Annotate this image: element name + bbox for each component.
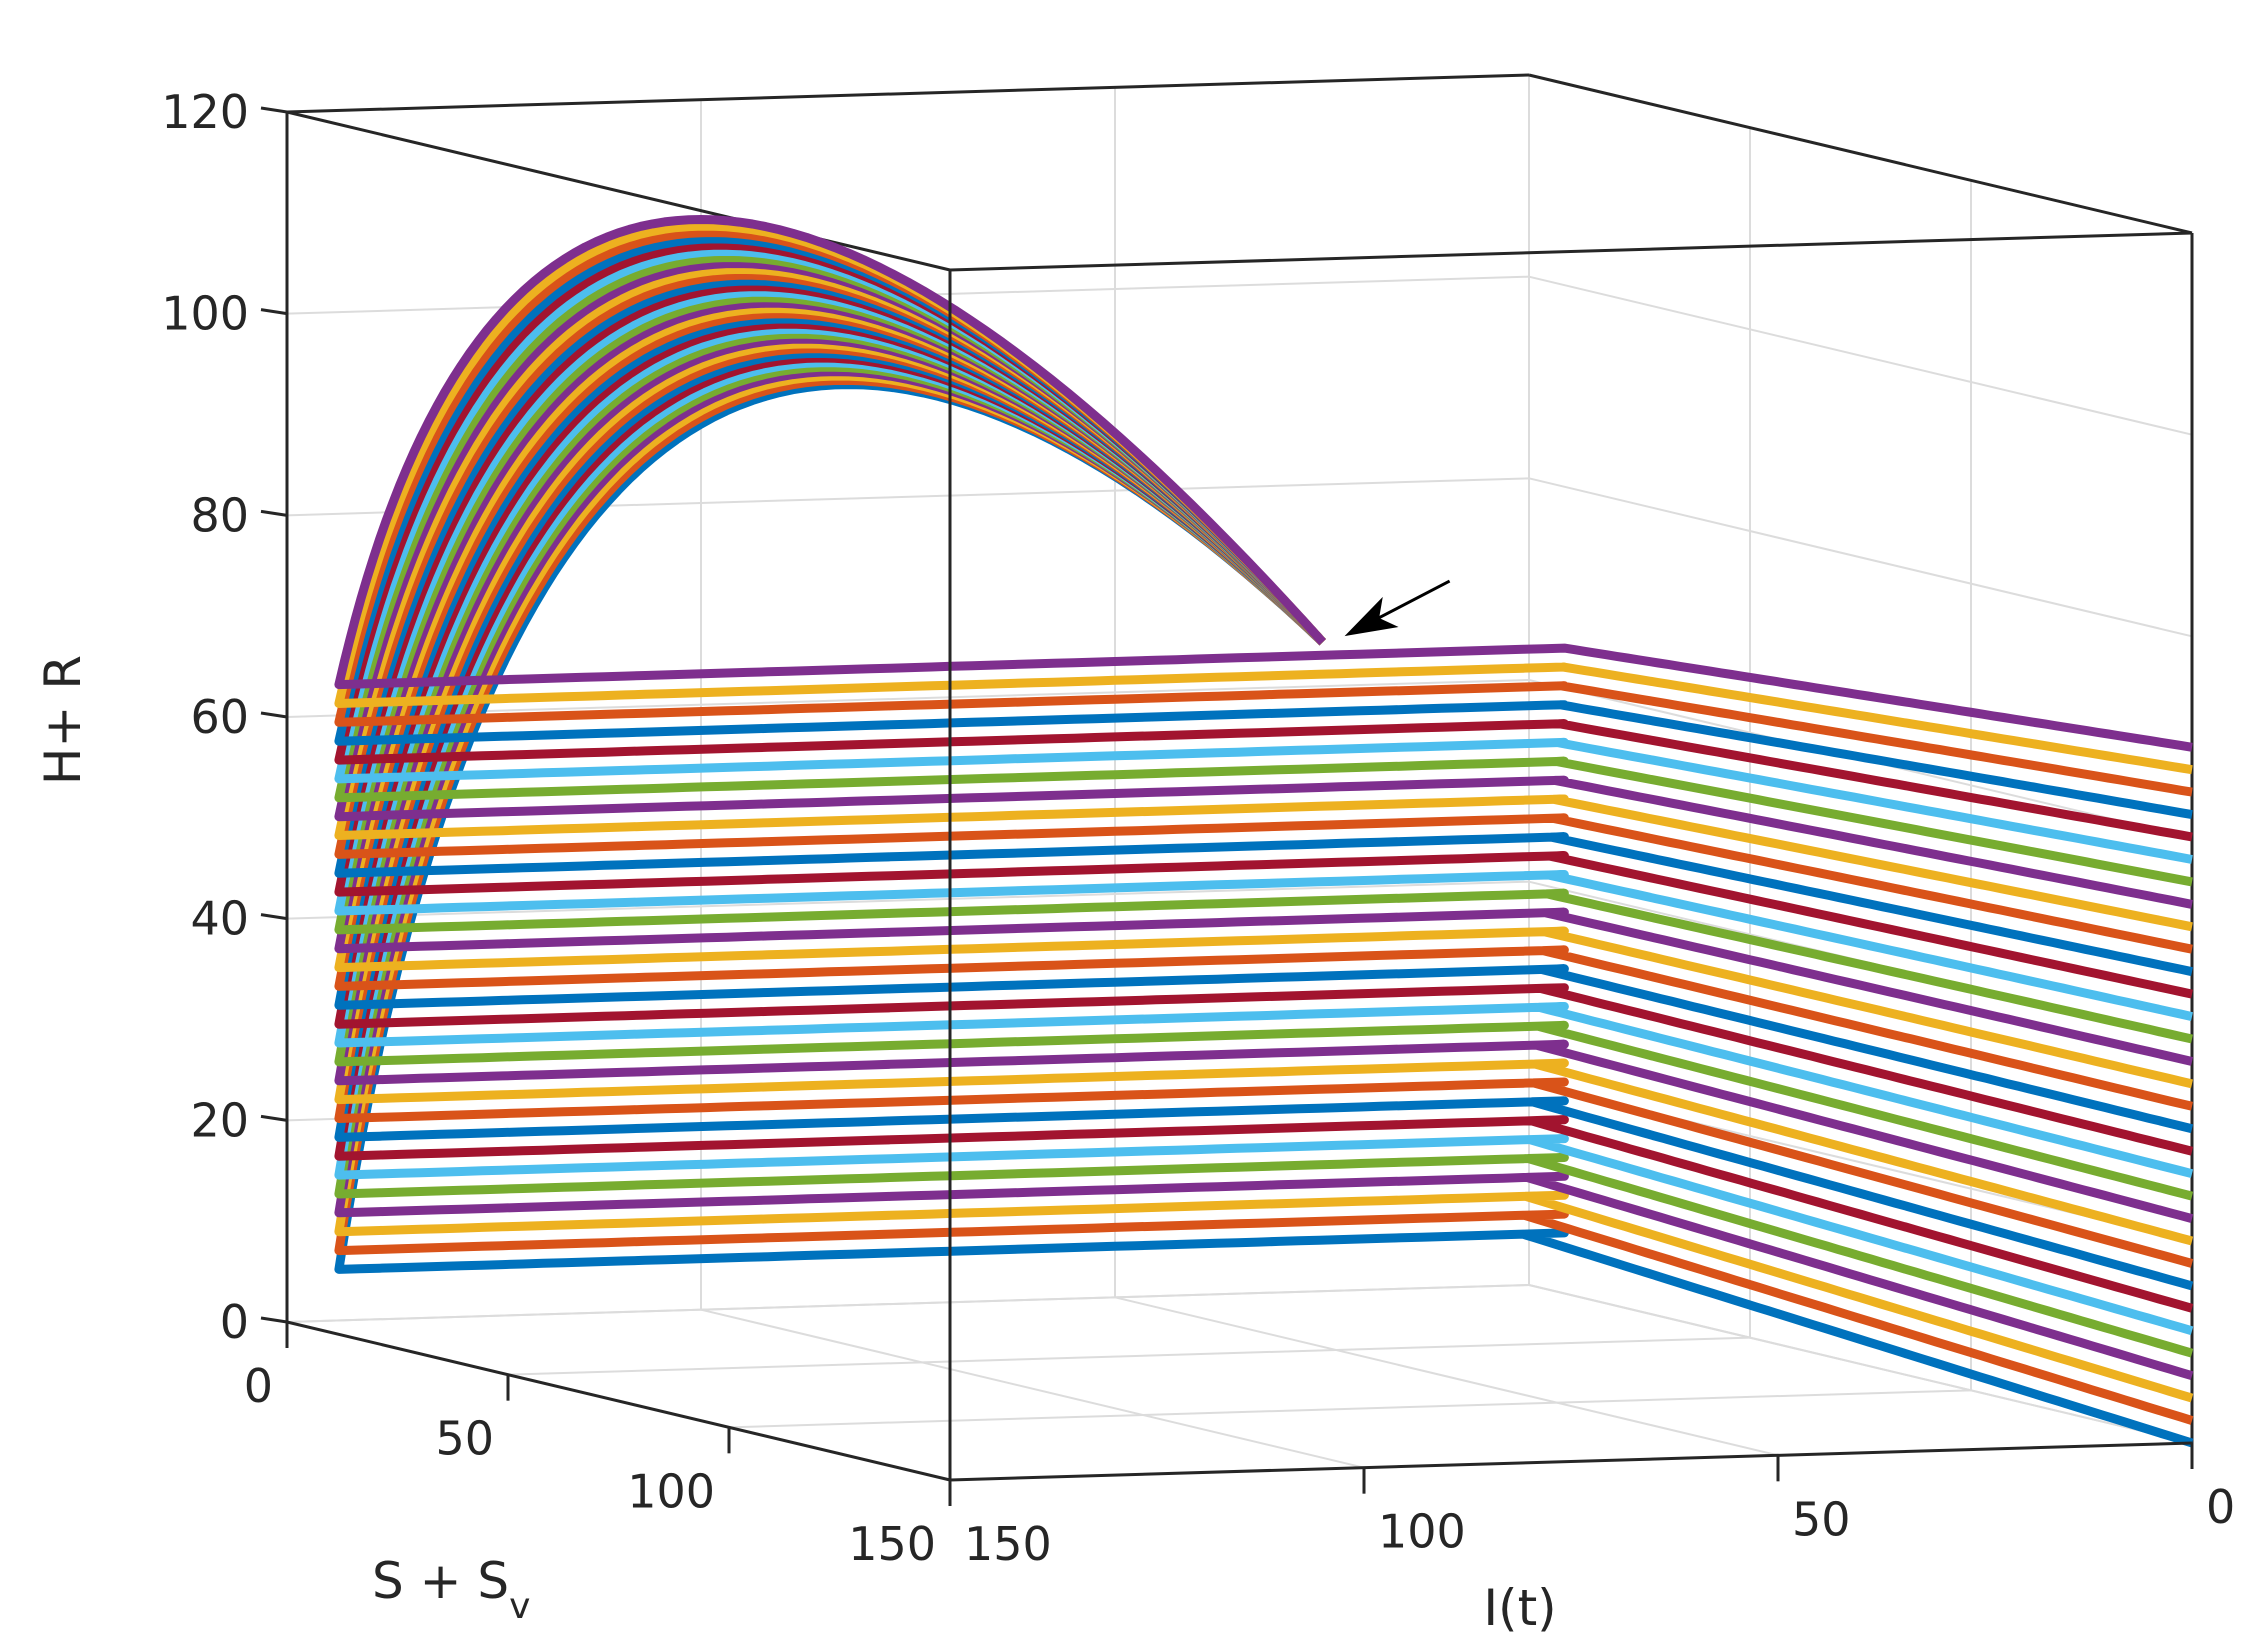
series-line xyxy=(334,221,2193,775)
series-line xyxy=(334,324,2194,1179)
y-tick-label: 0 xyxy=(2206,1480,2235,1534)
x-axis-label-main: S + S xyxy=(372,1552,509,1610)
series-line xyxy=(334,339,2194,1246)
series-line xyxy=(334,259,2193,909)
x-tick-label: 50 xyxy=(435,1412,494,1466)
box-edge xyxy=(1528,73,2193,235)
series-line xyxy=(334,293,2193,1044)
z-tick-label: 40 xyxy=(190,892,249,946)
series-line xyxy=(334,367,2194,1381)
grid-line xyxy=(286,679,1530,718)
y-axis-label: I(t) xyxy=(1483,1579,1556,1637)
x-axis-label: S + Sv xyxy=(372,1552,530,1627)
grid-line xyxy=(1114,1296,1779,1457)
series-line xyxy=(334,371,2194,1403)
series-line xyxy=(334,287,2193,1021)
grid-line xyxy=(728,1389,1972,1429)
series-line xyxy=(334,375,2194,1425)
series-group xyxy=(334,215,2194,1448)
series-line xyxy=(334,253,2193,887)
z-tick xyxy=(260,913,288,921)
grid-line xyxy=(286,1284,1530,1323)
series-line xyxy=(334,344,2194,1268)
axes-box-back xyxy=(286,73,2194,1443)
grid-lines xyxy=(286,74,2193,1481)
series-line xyxy=(334,348,2194,1291)
series-line xyxy=(334,334,2194,1223)
equilibrium-arrow xyxy=(1344,579,1451,637)
grid-line xyxy=(286,880,1530,920)
series-line xyxy=(334,362,2194,1358)
series-line xyxy=(334,309,2194,1111)
grid-line xyxy=(1528,477,2193,638)
box-edge xyxy=(286,110,951,272)
box-edge xyxy=(286,1320,951,1482)
grid-line xyxy=(507,1336,1751,1376)
z-tick-label: 20 xyxy=(190,1093,249,1147)
series-line xyxy=(334,246,2193,864)
grid-line xyxy=(1528,1284,2193,1444)
grid-line xyxy=(1528,275,2193,436)
series-line xyxy=(334,276,2193,977)
z-tick xyxy=(260,1114,288,1122)
z-tick-label: 120 xyxy=(161,85,249,139)
z-tick-label: 0 xyxy=(220,1295,249,1349)
box-edge xyxy=(949,231,2193,272)
series-line xyxy=(334,240,2193,842)
z-tick xyxy=(260,711,288,719)
series-line xyxy=(334,304,2194,1089)
series-line xyxy=(334,358,2194,1336)
series-line xyxy=(334,319,2194,1156)
series-line xyxy=(334,215,2193,752)
y-tick-label: 150 xyxy=(964,1517,1052,1571)
x-axis-label-subscript: v xyxy=(509,1586,530,1627)
box-edge xyxy=(949,1441,2193,1482)
z-tick xyxy=(260,106,288,114)
series-line xyxy=(334,329,2194,1201)
z-tick xyxy=(260,1316,288,1324)
grid-line xyxy=(700,1308,1365,1469)
z-tick-label: 80 xyxy=(190,488,249,542)
z-axis-label: H+ R xyxy=(34,655,92,785)
arrow-head xyxy=(1344,596,1399,637)
z-tick-label: 100 xyxy=(161,287,249,341)
x-tick-label: 100 xyxy=(627,1464,715,1518)
series-line xyxy=(334,314,2194,1134)
series-line xyxy=(334,353,2194,1313)
z-tick xyxy=(260,509,288,517)
x-tick-label: 150 xyxy=(848,1517,936,1571)
axis-ticks: 0 20 40 60 80 100 120 0 50 100 150 150 100 50 0 xyxy=(161,85,2235,1571)
series-line xyxy=(334,380,2194,1448)
series-line xyxy=(334,298,2194,1066)
series-line xyxy=(334,234,2193,820)
series-line xyxy=(334,228,2193,797)
y-tick-label: 100 xyxy=(1378,1505,1466,1559)
arrow-shaft xyxy=(1373,579,1451,622)
y-tick-label: 50 xyxy=(1792,1492,1851,1546)
z-tick xyxy=(260,308,288,316)
box-edge xyxy=(286,73,1530,114)
x-tick-label: 0 xyxy=(244,1359,273,1413)
z-tick-label: 60 xyxy=(190,690,249,744)
series-line xyxy=(334,270,2193,954)
series-line xyxy=(334,282,2193,999)
series-line xyxy=(334,264,2193,932)
